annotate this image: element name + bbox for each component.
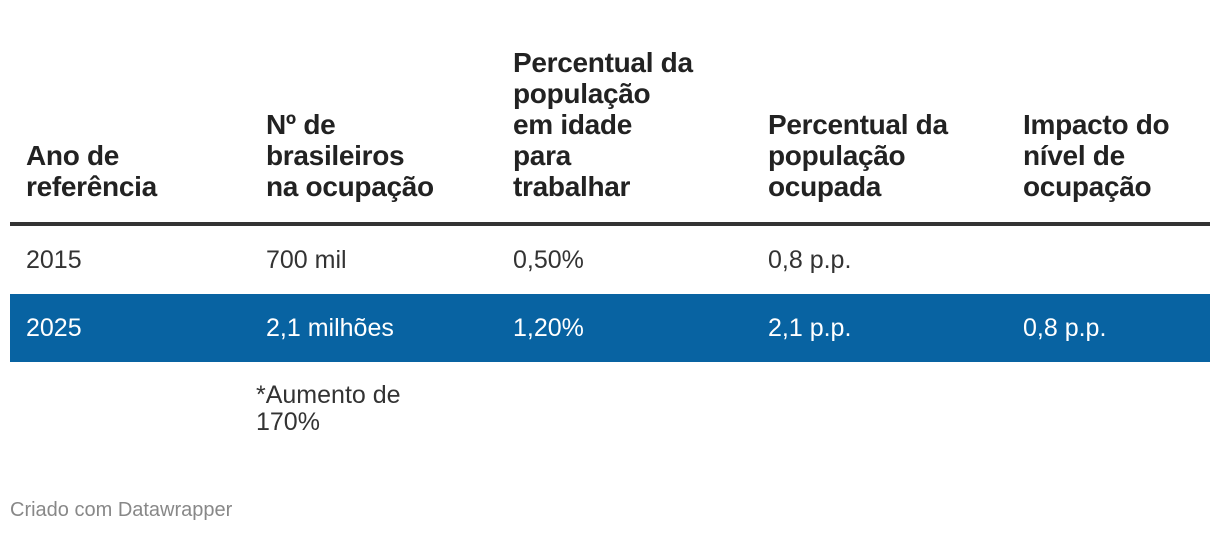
- table-cell: 700 mil: [266, 246, 347, 274]
- table-cell: 2025: [26, 314, 82, 342]
- column-header-3: Percentual da população ocupada: [768, 109, 978, 202]
- table-cell: 1,20%: [513, 314, 584, 342]
- footnote-line: *Aumento de: [256, 381, 401, 409]
- column-header-line: Percentual da: [513, 47, 693, 78]
- column-header-0: Ano de referência: [26, 140, 226, 202]
- column-header-line: na ocupação: [266, 171, 434, 202]
- column-header-line: Percentual da: [768, 109, 948, 140]
- column-header-4: Impacto do nível de ocupação: [1023, 109, 1203, 202]
- column-header-line: em idade: [513, 109, 632, 140]
- footnote-line: 170%: [256, 408, 320, 436]
- column-header-line: população: [513, 78, 651, 109]
- column-header-2: Percentual da população em idade para trabal…: [513, 47, 713, 202]
- column-header-line: ocupação: [1023, 171, 1152, 202]
- data-table: Ano de referência Nº de brasileiros na ocupa…: [10, 0, 1210, 362]
- column-header-line: Nº de: [266, 109, 336, 140]
- table-cell: 2015: [26, 246, 82, 274]
- table-cell: 2,1 p.p.: [768, 314, 852, 342]
- table-cell: 0,8 p.p.: [768, 246, 852, 274]
- table-footnote: *Aumento de 170%: [256, 382, 446, 436]
- column-header-1: Nº de brasileiros na ocupação: [266, 109, 466, 202]
- table-header: Ano de referência Nº de brasileiros na ocupa…: [10, 0, 1210, 226]
- column-header-line: Impacto do: [1023, 109, 1170, 140]
- column-header-line: nível de: [1023, 140, 1125, 171]
- credit-text: Criado com Datawrapper: [10, 499, 233, 521]
- column-header-line: trabalhar: [513, 171, 631, 202]
- table-row: 2025 2,1 milhões 1,20% 2,1 p.p. 0,8 p.p.: [10, 294, 1210, 362]
- table-row: 2015 700 mil 0,50% 0,8 p.p.: [10, 226, 1210, 294]
- column-header-line: para: [513, 140, 571, 171]
- column-header-line: referência: [26, 171, 157, 202]
- column-header-line: população: [768, 140, 906, 171]
- column-header-line: Ano de: [26, 140, 120, 171]
- column-header-line: brasileiros: [266, 140, 405, 171]
- column-header-line: ocupada: [768, 171, 882, 202]
- table-cell: 0,8 p.p.: [1023, 314, 1107, 342]
- table-cell: 0,50%: [513, 246, 584, 274]
- table-cell: 2,1 milhões: [266, 314, 394, 342]
- table-body: 2015 700 mil 0,50% 0,8 p.p. 2025 2,1 milhões 1…: [10, 226, 1210, 362]
